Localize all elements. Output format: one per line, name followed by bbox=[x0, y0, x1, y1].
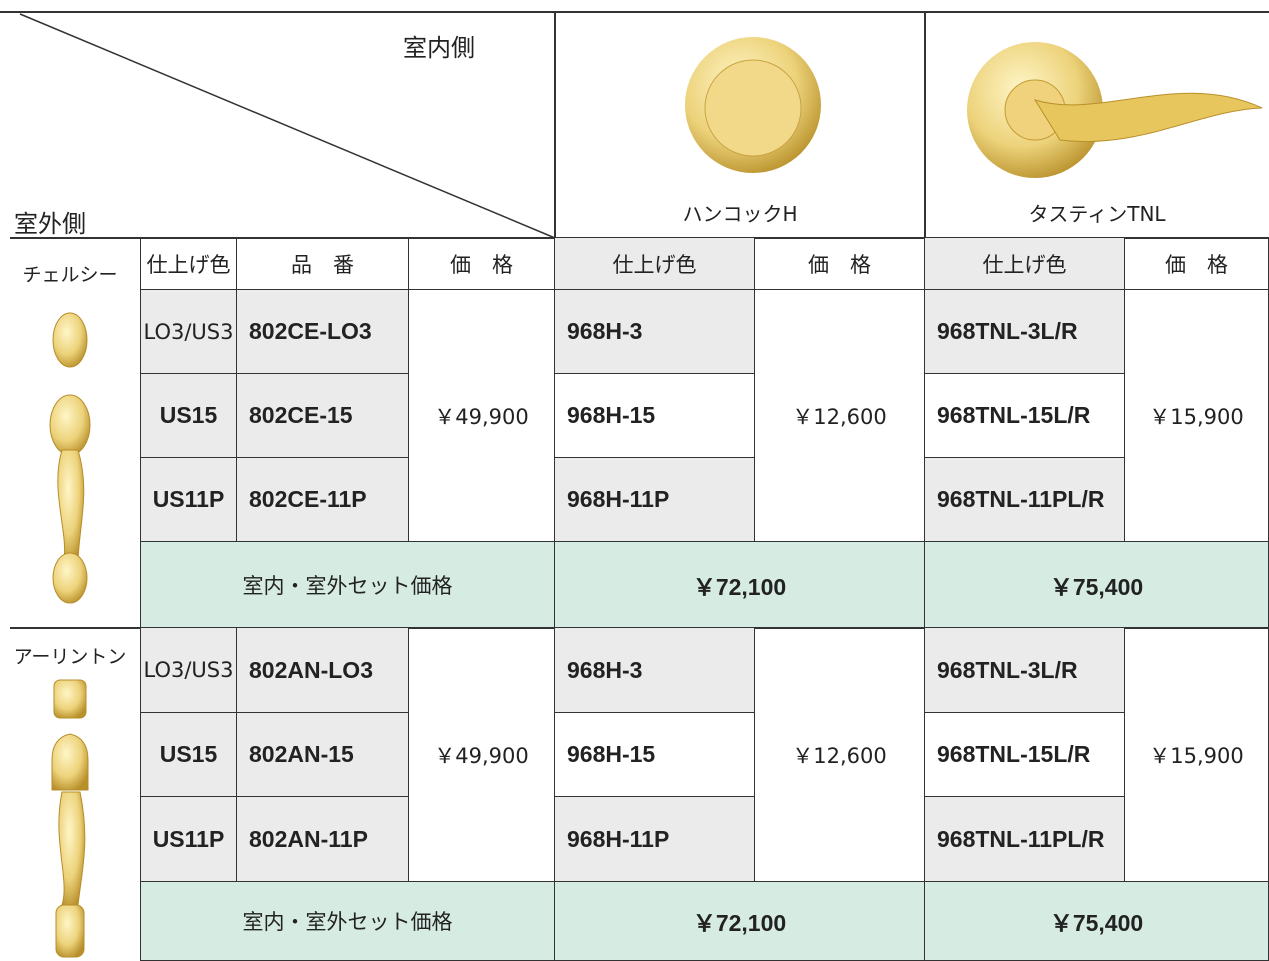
column-header: 価 格 bbox=[409, 238, 555, 290]
part-number: 802AN-LO3 bbox=[237, 628, 409, 713]
price: ￥12,600 bbox=[755, 290, 925, 542]
set-price: ￥72,100 bbox=[555, 882, 925, 961]
set-label: 室内・室外セット価格 bbox=[140, 882, 555, 961]
product-series: アーリントン bbox=[13, 646, 127, 668]
set-label: 室内・室外セット価格 bbox=[140, 542, 555, 628]
part-number: 968TNL-11PL/R bbox=[925, 458, 1125, 542]
column-header: 価 格 bbox=[755, 238, 925, 290]
part-number: 968H-3 bbox=[555, 628, 755, 713]
finish: LO3/US3 bbox=[140, 290, 237, 374]
part-number: 968TNL-3L/R bbox=[925, 290, 1125, 374]
column-header: 価 格 bbox=[1125, 238, 1269, 290]
finish: US11P bbox=[140, 458, 237, 542]
finish: US15 bbox=[140, 713, 237, 797]
column-header: 品 番 bbox=[237, 238, 409, 290]
finish: LO3/US3 bbox=[140, 628, 237, 713]
set-price: ￥75,400 bbox=[925, 542, 1269, 628]
price: ￥12,600 bbox=[755, 628, 925, 882]
price: ￥49,900 bbox=[409, 628, 555, 882]
price: ￥49,900 bbox=[409, 290, 555, 542]
inside-label: 室内側 bbox=[403, 34, 475, 62]
part-number: 968TNL-11PL/R bbox=[925, 797, 1125, 882]
product-series: チェルシー bbox=[22, 264, 118, 286]
set-price: ￥75,400 bbox=[925, 882, 1269, 961]
part-number: 802CE-LO3 bbox=[237, 290, 409, 374]
finish: US11P bbox=[140, 797, 237, 882]
price: ￥15,900 bbox=[1125, 290, 1269, 542]
product-name: ハンコックH bbox=[682, 202, 798, 226]
product-name: タスティンTNL bbox=[1028, 202, 1166, 226]
part-number: 968TNL-15L/R bbox=[925, 713, 1125, 797]
price: ￥15,900 bbox=[1125, 628, 1269, 882]
set-price: ￥72,100 bbox=[555, 542, 925, 628]
part-number: 802CE-11P bbox=[237, 458, 409, 542]
part-number: 802CE-15 bbox=[237, 374, 409, 458]
part-number: 968TNL-3L/R bbox=[925, 628, 1125, 713]
part-number: 968H-11P bbox=[555, 458, 755, 542]
part-number: 968H-11P bbox=[555, 797, 755, 882]
chelsea-image bbox=[49, 312, 91, 604]
arlington-image bbox=[51, 679, 89, 958]
outside-label: 室外側 bbox=[14, 210, 86, 238]
knob-image bbox=[685, 37, 821, 173]
part-number: 802AN-15 bbox=[237, 713, 409, 797]
column-header: 仕上げ色 bbox=[925, 238, 1125, 290]
part-number: 968H-3 bbox=[555, 290, 755, 374]
part-number: 802AN-11P bbox=[237, 797, 409, 882]
finish: US15 bbox=[140, 374, 237, 458]
part-number: 968TNL-15L/R bbox=[925, 374, 1125, 458]
column-header: 仕上げ色 bbox=[140, 238, 237, 290]
lever-image bbox=[967, 42, 1263, 178]
part-number: 968H-15 bbox=[555, 713, 755, 797]
column-header: 仕上げ色 bbox=[555, 238, 755, 290]
part-number: 968H-15 bbox=[555, 374, 755, 458]
